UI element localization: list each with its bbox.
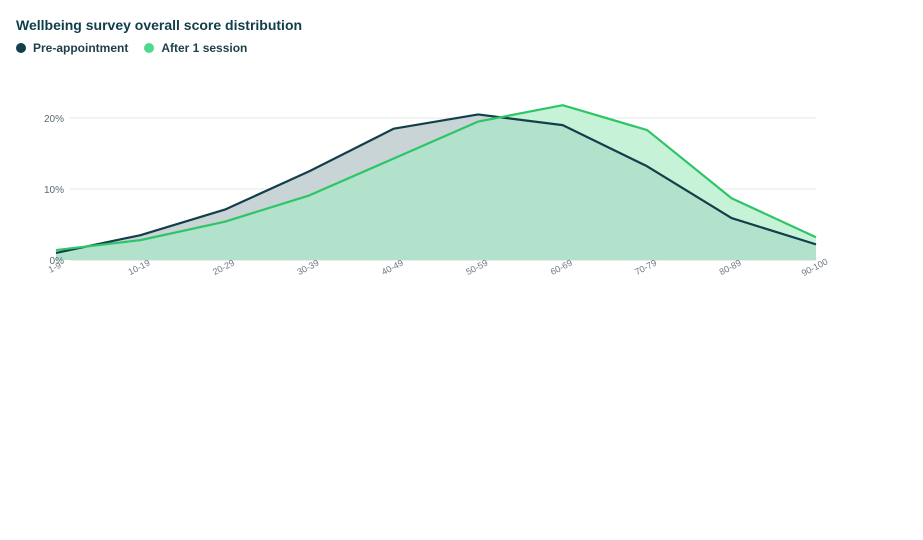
y-axis-ticks: 0% 10% 20% xyxy=(44,114,64,267)
y-tick-label: 10% xyxy=(44,185,64,196)
x-tick-label: 80-89 xyxy=(718,258,743,277)
y-tick-label: 0% xyxy=(50,256,65,267)
series-lines xyxy=(55,104,817,254)
x-tick-label: 50-59 xyxy=(464,258,489,277)
chart-title: Wellbeing survey overall score distribut… xyxy=(16,17,303,33)
legend-item-pre-appointment[interactable]: Pre-appointment xyxy=(16,41,128,55)
y-tick-label: 20% xyxy=(44,114,64,125)
x-tick-label: 30-39 xyxy=(295,258,320,277)
x-tick-label: 10-19 xyxy=(127,258,152,277)
legend-swatch-after-1-session xyxy=(144,43,155,53)
legend-label-pre-appointment: Pre-appointment xyxy=(33,41,129,55)
x-tick-label: 60-69 xyxy=(549,258,574,277)
line-after-1-session xyxy=(55,104,817,252)
series-areas xyxy=(56,105,816,260)
x-tick-label: 70-79 xyxy=(633,258,658,277)
legend: Pre-appointment After 1 session xyxy=(16,41,263,55)
x-tick-label: 20-29 xyxy=(211,258,236,277)
legend-item-after-1-session[interactable]: After 1 session xyxy=(144,41,247,55)
legend-swatch-pre-appointment xyxy=(16,43,26,53)
legend-label-after-1-session: After 1 session xyxy=(161,41,248,55)
x-tick-label: 40-49 xyxy=(380,258,405,277)
line-pre-appointment xyxy=(55,113,817,254)
